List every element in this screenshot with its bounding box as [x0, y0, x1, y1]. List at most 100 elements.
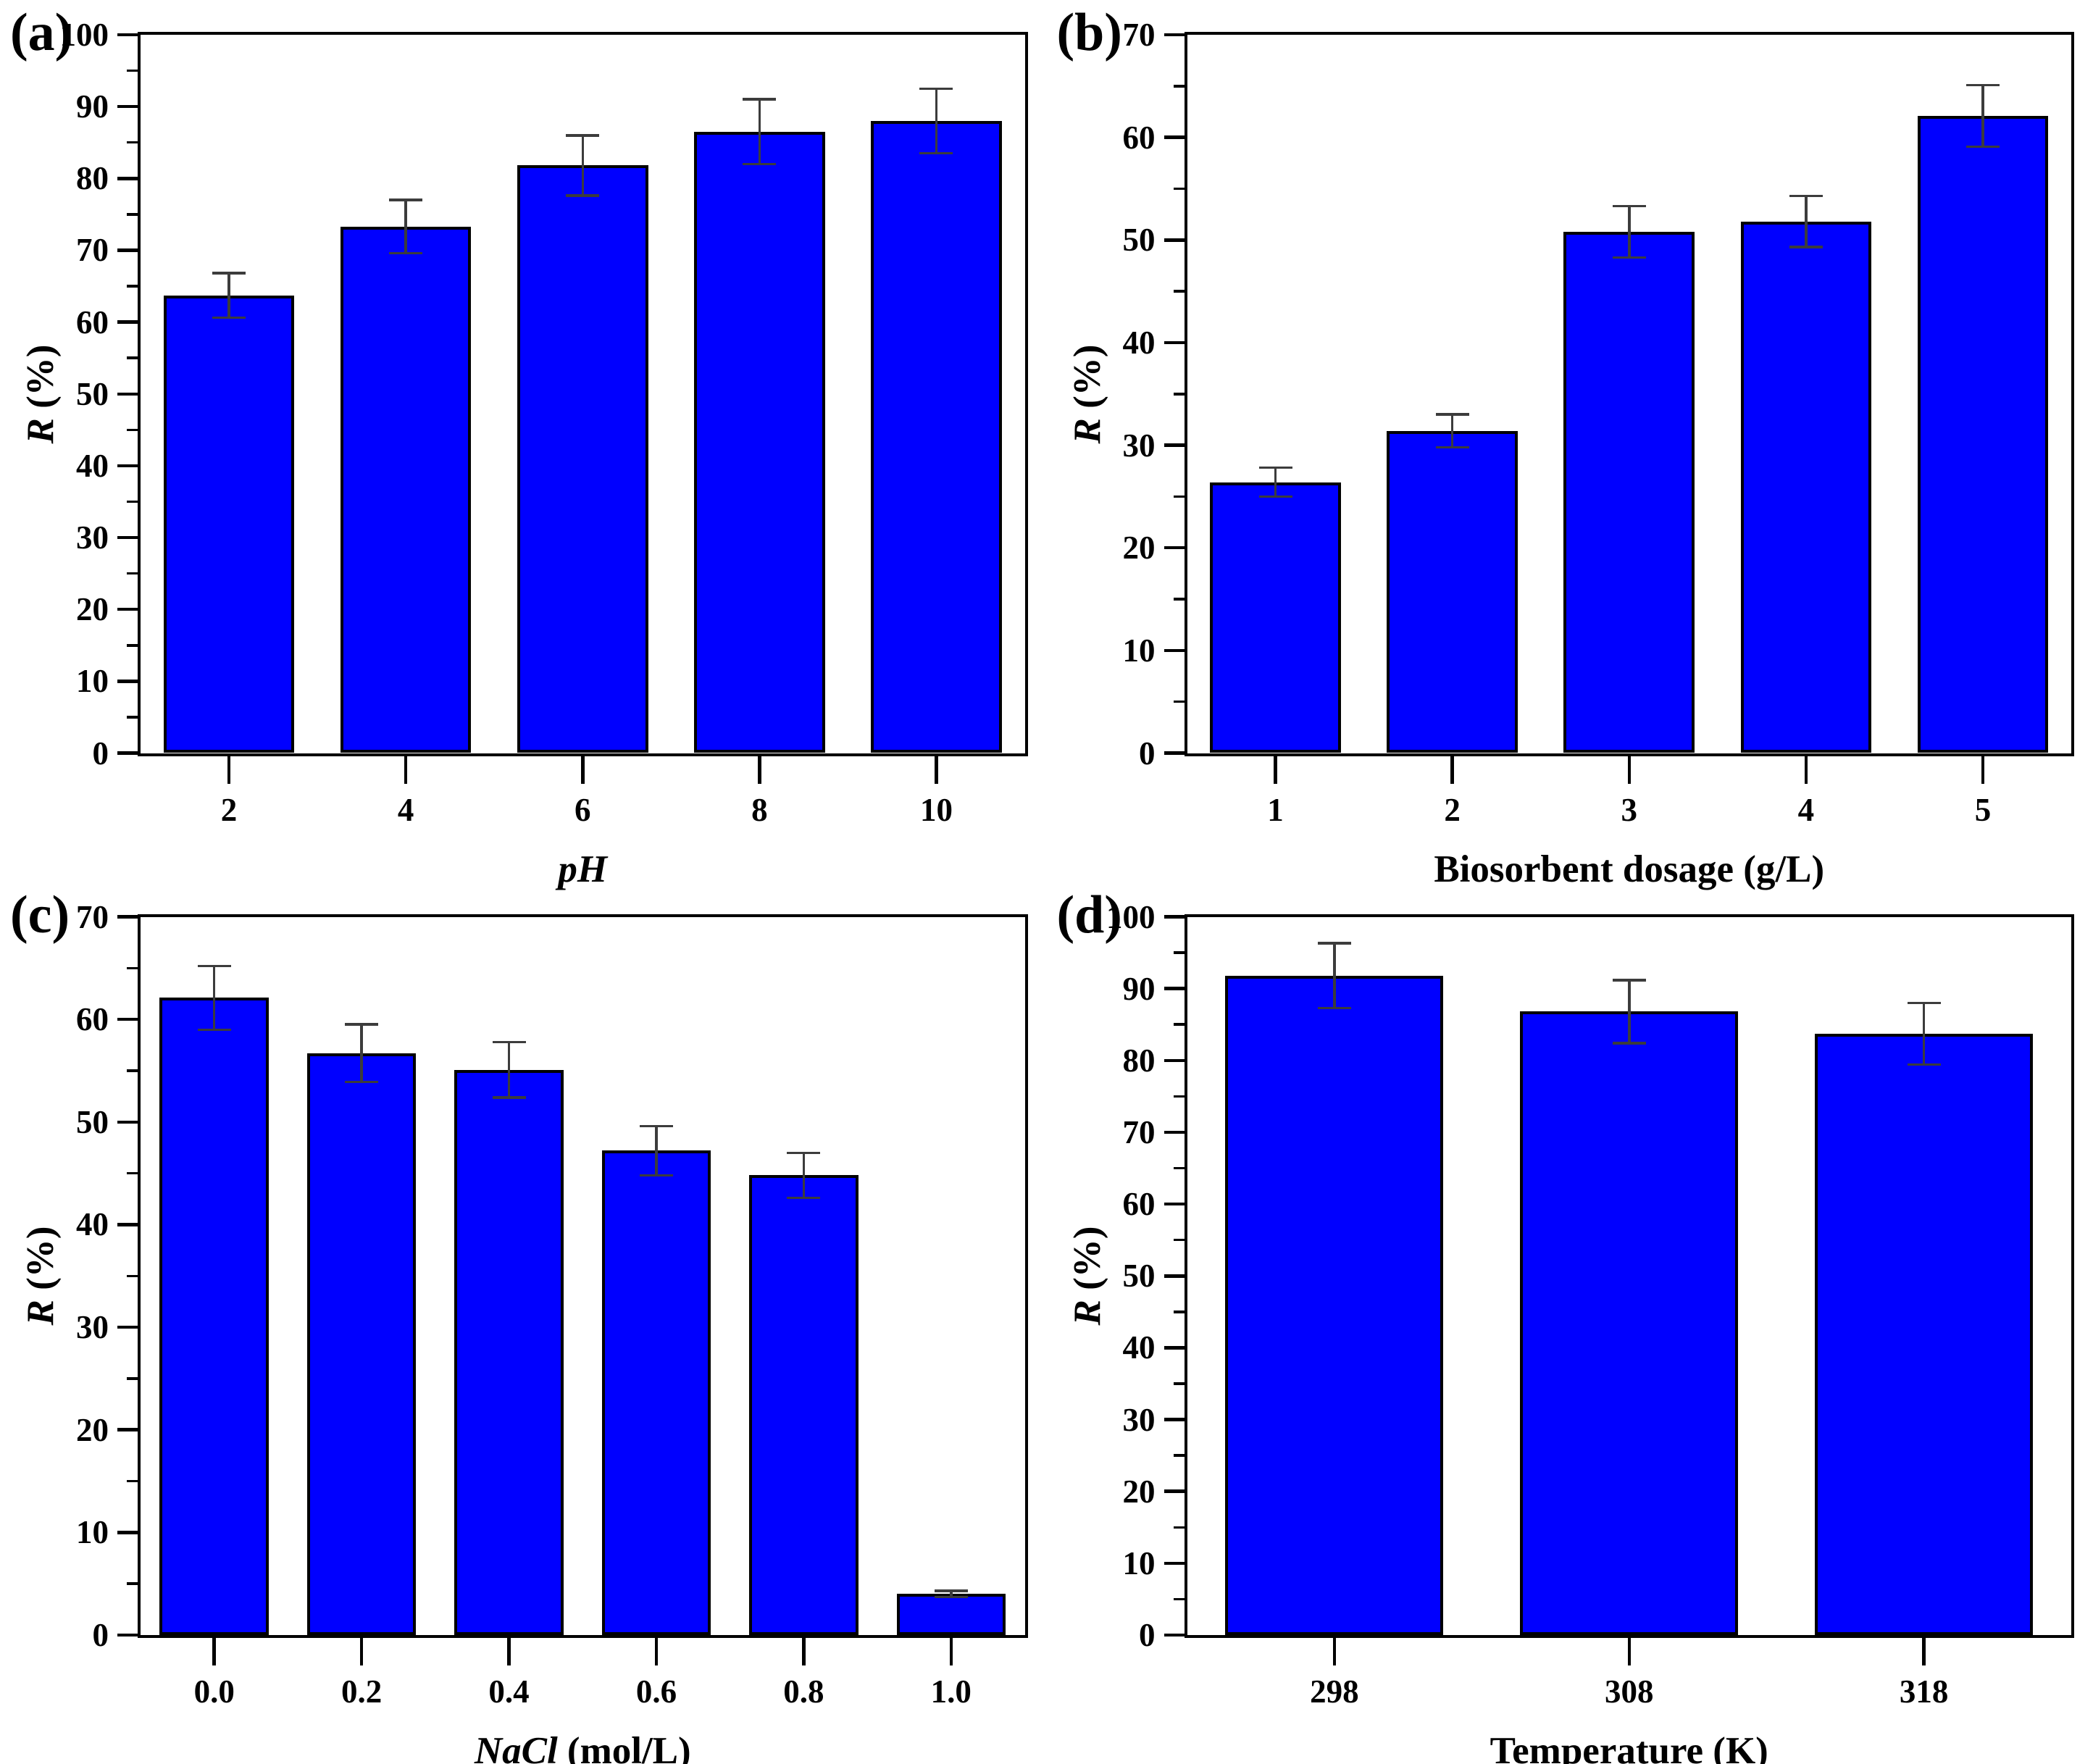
error-bar-cap-bottom — [1612, 1042, 1646, 1045]
x-axis-title: NaCl (mol/L) — [138, 1731, 1028, 1764]
error-bar-cap-bottom — [639, 1174, 673, 1177]
x-axis-tick — [1627, 1638, 1631, 1665]
y-axis-minor-tick — [127, 1274, 138, 1277]
x-tick-label: 2 — [1444, 791, 1461, 828]
error-bar-line — [1922, 1003, 1926, 1065]
error-bar-cap-bottom — [1317, 1006, 1351, 1010]
error-bar-cap-top — [492, 1040, 526, 1044]
y-tick-label: 0 — [1139, 735, 1156, 772]
error-bar-line — [507, 1042, 511, 1098]
x-tick-label: 8 — [751, 791, 768, 828]
bar — [694, 131, 825, 753]
x-axis-tick — [1274, 756, 1277, 784]
x-axis-tick — [1450, 756, 1454, 784]
y-tick-label: 20 — [1122, 1473, 1156, 1510]
y-axis-tick — [117, 535, 138, 540]
bar — [1387, 430, 1518, 753]
error-bar-line — [802, 1153, 806, 1198]
y-axis-tick — [117, 1531, 138, 1534]
error-bar-line — [581, 135, 584, 196]
y-axis-tick — [1164, 915, 1185, 919]
x-axis-title: pH — [138, 849, 1028, 890]
bar — [340, 226, 472, 753]
y-tick-label: 70 — [76, 232, 109, 269]
y-axis-minor-tick — [127, 572, 138, 575]
y-axis-minor-tick — [1173, 951, 1185, 954]
y-axis-minor-tick — [127, 285, 138, 288]
y-tick-label: 60 — [1122, 119, 1156, 156]
x-tick-label: 318 — [1899, 1673, 1949, 1710]
y-axis-minor-tick — [127, 1377, 138, 1380]
y-axis-tick — [117, 607, 138, 611]
x-tick-label: 0.0 — [193, 1673, 235, 1710]
x-axis-tick — [1627, 756, 1631, 784]
y-axis-minor-tick — [1173, 1095, 1185, 1098]
y-tick-label: 30 — [1122, 1401, 1156, 1438]
error-bar-line — [227, 273, 230, 318]
y-tick-label: 40 — [76, 1206, 109, 1243]
y-tick-label: 20 — [76, 591, 109, 628]
bar — [749, 1175, 858, 1635]
error-bar-line — [212, 966, 216, 1030]
y-axis-title: R (%) — [20, 914, 62, 1639]
y-tick-label: 100 — [59, 17, 109, 53]
y-axis-minor-tick — [127, 1171, 138, 1175]
y-tick-label: 80 — [76, 160, 109, 197]
panel-label: (d) — [1056, 885, 1122, 945]
axis-title-text: Biosorbent dosage (g/L) — [1434, 848, 1825, 890]
x-axis-tick — [227, 756, 231, 784]
x-axis-tick — [802, 1638, 806, 1665]
x-tick-label: 1.0 — [930, 1673, 972, 1710]
y-axis-tick — [117, 751, 138, 755]
error-bar-line — [1450, 414, 1454, 448]
y-tick-label: 70 — [1122, 1113, 1156, 1150]
y-axis-minor-tick — [127, 500, 138, 503]
y-tick-label: 40 — [1122, 324, 1156, 361]
error-bar-cap-top — [787, 1151, 821, 1155]
error-bar-cap-bottom — [1258, 495, 1292, 498]
error-bar-line — [1628, 979, 1631, 1043]
x-tick-label: 0.6 — [635, 1673, 677, 1710]
y-axis-minor-tick — [1173, 700, 1185, 703]
bar — [1563, 231, 1695, 753]
y-axis-tick — [117, 392, 138, 396]
y-axis-tick — [1164, 987, 1185, 990]
axis-title-text: NaCl — [474, 1730, 558, 1764]
axis-title-text: R — [20, 417, 62, 444]
error-bar-cap-top — [934, 1589, 968, 1592]
error-bar-cap-top — [1435, 413, 1469, 416]
y-axis-minor-tick — [1173, 1454, 1185, 1457]
y-axis-minor-tick — [1173, 1166, 1185, 1170]
bar — [1210, 482, 1341, 753]
y-axis-minor-tick — [1173, 393, 1185, 396]
y-axis-tick — [117, 915, 138, 919]
y-axis-minor-tick — [127, 644, 138, 647]
error-bar-cap-bottom — [492, 1096, 526, 1099]
y-axis-tick — [1164, 648, 1185, 653]
y-axis-tick — [1164, 1130, 1185, 1134]
y-tick-label: 10 — [76, 1514, 109, 1551]
y-axis-minor-tick — [1173, 1311, 1185, 1313]
x-tick-label: 6 — [574, 791, 591, 828]
panel-d: (d) 0 10 20 30 40 50 60 70 80 90 100 298 308 318 Temper… — [1047, 882, 2093, 1764]
error-bar-cap-bottom — [566, 194, 600, 197]
axis-title-text: (%) — [1066, 1226, 1108, 1300]
bar — [896, 1594, 1006, 1635]
x-tick-label: 308 — [1604, 1673, 1654, 1710]
bar — [871, 120, 1002, 753]
y-axis-tick — [117, 320, 138, 324]
y-axis-title: R (%) — [1066, 914, 1108, 1639]
y-tick-label: 80 — [1122, 1042, 1156, 1079]
y-tick-label: 0 — [1139, 1617, 1156, 1653]
y-tick-label: 10 — [76, 663, 109, 700]
y-axis-minor-tick — [127, 141, 138, 144]
x-axis-tick — [949, 1638, 953, 1665]
x-axis-tick — [758, 756, 761, 784]
bar — [1520, 1011, 1739, 1635]
panel-label: (c) — [10, 885, 70, 945]
panel-a: (a) 0 10 20 30 40 50 60 70 80 90 100 2 4 6 8 10 pH R (%) — [0, 0, 1047, 890]
x-tick-label: 0.8 — [783, 1673, 824, 1710]
y-axis-tick — [1164, 238, 1185, 242]
bar — [1815, 1034, 2034, 1635]
